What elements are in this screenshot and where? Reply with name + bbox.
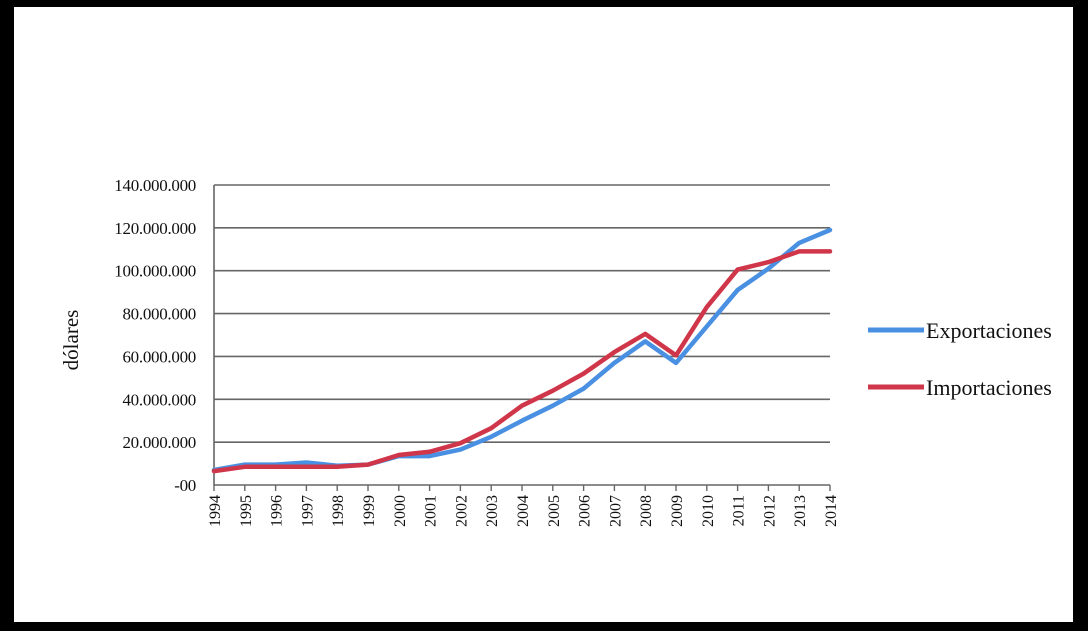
y-tick-label: 80.000.000	[122, 305, 196, 324]
x-tick-label: 1997	[299, 495, 316, 527]
y-tick-label: -00	[174, 476, 196, 495]
x-tick-label: 2013	[792, 495, 809, 527]
y-tick-label: 60.000.000	[122, 347, 196, 366]
x-tick-label: 2004	[515, 495, 532, 527]
y-axis-label: dólares	[59, 310, 83, 371]
legend-label: Importaciones	[926, 375, 1052, 400]
x-tick-label: 2000	[392, 495, 409, 527]
x-tick-label: 2011	[731, 495, 748, 526]
x-tick-label: 2006	[577, 495, 594, 527]
y-tick-label: 140.000.000	[114, 176, 196, 195]
x-tick-label: 1995	[238, 495, 255, 527]
series-line-exportaciones	[211, 227, 833, 473]
x-tick-label: 1999	[361, 495, 378, 527]
legend-label: Exportaciones	[926, 318, 1052, 343]
y-tick-label: 20.000.000	[122, 433, 196, 452]
y-tick-label: 120.000.000	[114, 219, 196, 238]
x-tick-label: 1998	[330, 495, 347, 527]
x-tick-label: 1996	[269, 495, 286, 527]
x-tick-label: 2012	[761, 495, 778, 527]
x-tick-label: 2003	[484, 495, 501, 527]
x-tick-label: 2010	[700, 495, 717, 527]
x-tick-label: 2008	[638, 495, 655, 527]
y-tick-label: 40.000.000	[122, 390, 196, 409]
x-tick-label: 2014	[823, 495, 840, 527]
x-tick-label: 2009	[669, 495, 686, 527]
series-line-importaciones	[211, 249, 833, 474]
x-tick-label: 1994	[207, 495, 224, 527]
y-tick-label: 100.000.000	[114, 262, 196, 281]
x-tick-label: 2007	[607, 495, 624, 527]
x-tick-label: 2005	[546, 495, 563, 527]
x-tick-label: 2001	[423, 495, 440, 527]
x-tick-label: 2002	[453, 495, 470, 527]
